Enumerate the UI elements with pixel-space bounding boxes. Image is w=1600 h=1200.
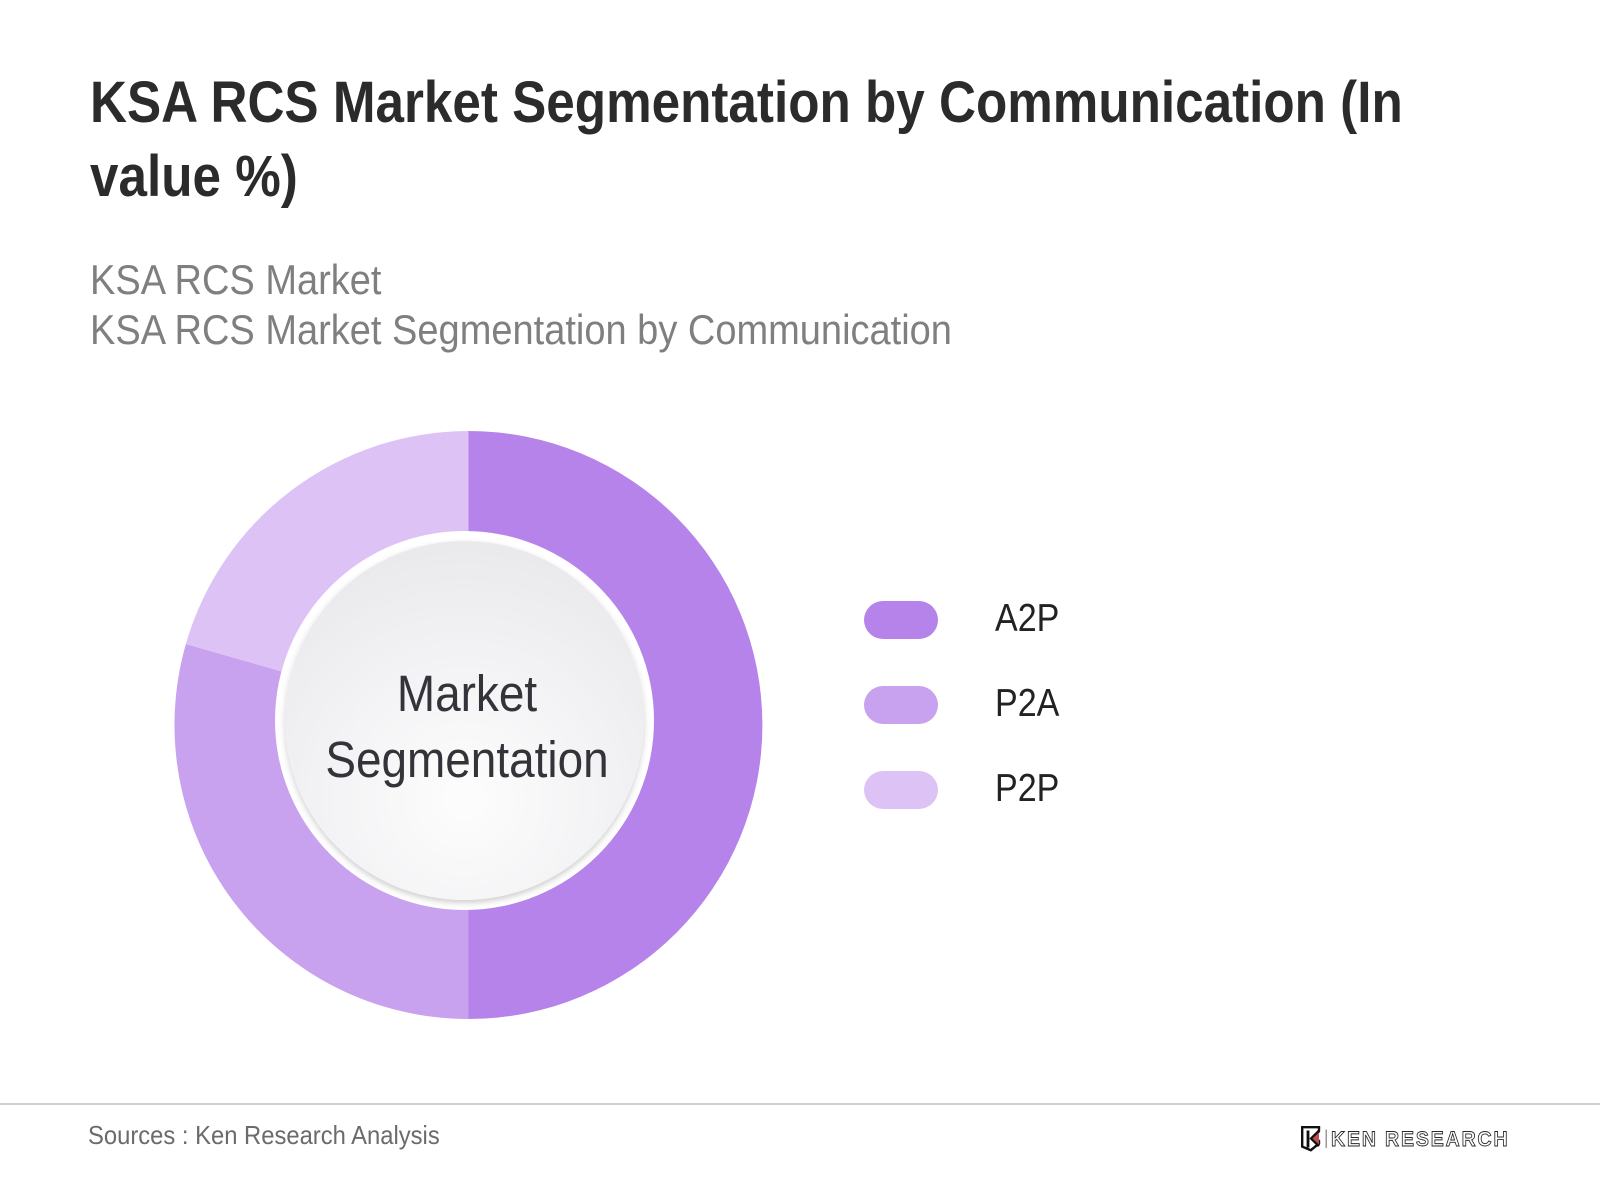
- svg-text:KEN RESEARCH: KEN RESEARCH: [1331, 1128, 1509, 1151]
